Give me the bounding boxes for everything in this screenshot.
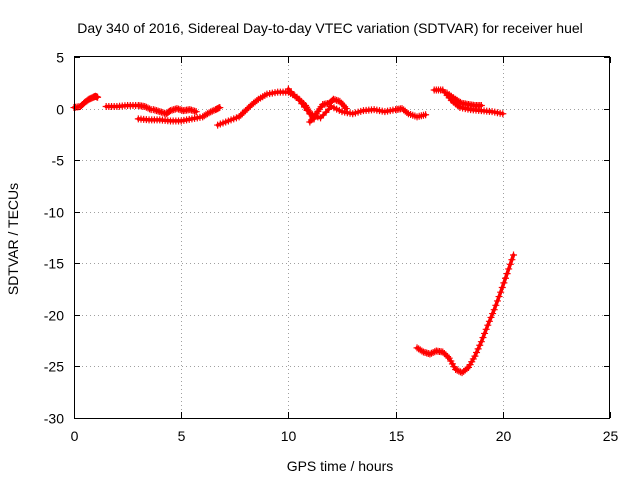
data-point-marker [487,313,495,321]
y-tick-label: -30 [44,411,64,427]
series-seg8 [430,86,507,118]
data-point-marker [501,274,509,282]
data-point-marker [497,288,505,296]
data-point-marker [422,111,430,119]
data-point-marker [477,338,485,346]
data-point-marker [216,104,224,112]
x-tick-label: 0 [71,428,79,444]
data-point-marker [493,297,501,305]
y-tick-label: -25 [44,359,64,375]
data-point-marker [418,347,426,355]
data-point-marker [510,251,518,259]
x-tick-label: 20 [496,428,512,444]
data-point-marker [474,345,482,353]
data-point-marker [444,353,452,361]
data-point-marker [235,113,243,121]
data-point-marker [477,101,485,109]
series-seg2 [102,101,155,114]
x-tick-label: 25 [603,428,619,444]
data-point-marker [489,310,497,318]
y-tick-label: 5 [56,50,64,66]
series-seg4 [149,105,200,118]
y-axis-label: SDTVAR / TECUs [5,183,21,295]
chart-title: Day 340 of 2016, Sidereal Day-to-day VTE… [77,20,583,36]
data-point-marker [479,334,487,342]
data-point-marker [503,270,511,278]
x-tick-label: 10 [281,428,297,444]
data-point-marker [506,260,514,268]
data-point-marker [463,365,471,373]
data-point-marker [208,107,216,115]
series-seg1 [70,92,102,112]
series-seg9 [443,89,485,109]
plot-frame [74,56,610,419]
data-point-marker [473,349,481,357]
series-seg7 [306,95,350,126]
data-point-marker [500,279,508,287]
y-tick-label: -10 [44,205,64,221]
data-point-marker [492,301,500,309]
data-point-marker [485,317,493,325]
data-point-marker [192,108,200,116]
y-tick-label: 0 [56,102,64,118]
data-layer [70,85,518,377]
data-point-marker [245,104,253,112]
data-point-marker [403,108,411,116]
data-point-marker [471,352,479,360]
y-tick-label: -20 [44,308,64,324]
series-seg10 [413,251,518,377]
data-point-marker [452,366,460,374]
data-point-marker [456,98,464,106]
data-point-marker [482,325,490,333]
data-point-marker [498,284,506,292]
data-point-marker [207,108,215,116]
series-seg3 [134,104,224,125]
data-point-marker [144,104,152,112]
y-tick-label: -5 [52,153,65,169]
x-axis-label: GPS time / hours [287,458,394,474]
data-point-marker [440,350,448,358]
data-point-marker [94,93,102,101]
data-point-marker [439,348,447,356]
data-point-marker [508,256,516,264]
data-point-marker [242,107,250,115]
data-point-marker [426,350,434,358]
data-point-marker [205,109,213,117]
data-point-marker [442,351,450,359]
data-point-marker [237,111,245,119]
data-point-marker [342,105,350,113]
x-tick-label: 5 [178,428,186,444]
data-point-marker [243,105,251,113]
y-tick-label: -15 [44,256,64,272]
data-point-marker [490,306,498,314]
data-point-marker [238,110,246,118]
data-point-marker [476,341,484,349]
data-point-marker [253,97,261,105]
data-point-marker [495,293,503,301]
data-point-marker [505,265,513,273]
x-tick-label: 15 [389,428,405,444]
axis-layer: 0 5 10 15 20 25 5 0 -5 -10 -15 -20 -25 -30 [44,50,619,445]
data-point-marker [481,329,489,337]
data-point-marker [453,366,461,374]
series-seg5 [214,88,318,129]
data-point-marker [484,321,492,329]
data-point-marker [429,349,437,357]
data-point-marker [499,110,507,118]
data-point-marker [240,108,248,116]
data-point-marker [142,103,150,111]
data-point-marker [428,349,436,357]
data-point-marker [141,103,149,111]
